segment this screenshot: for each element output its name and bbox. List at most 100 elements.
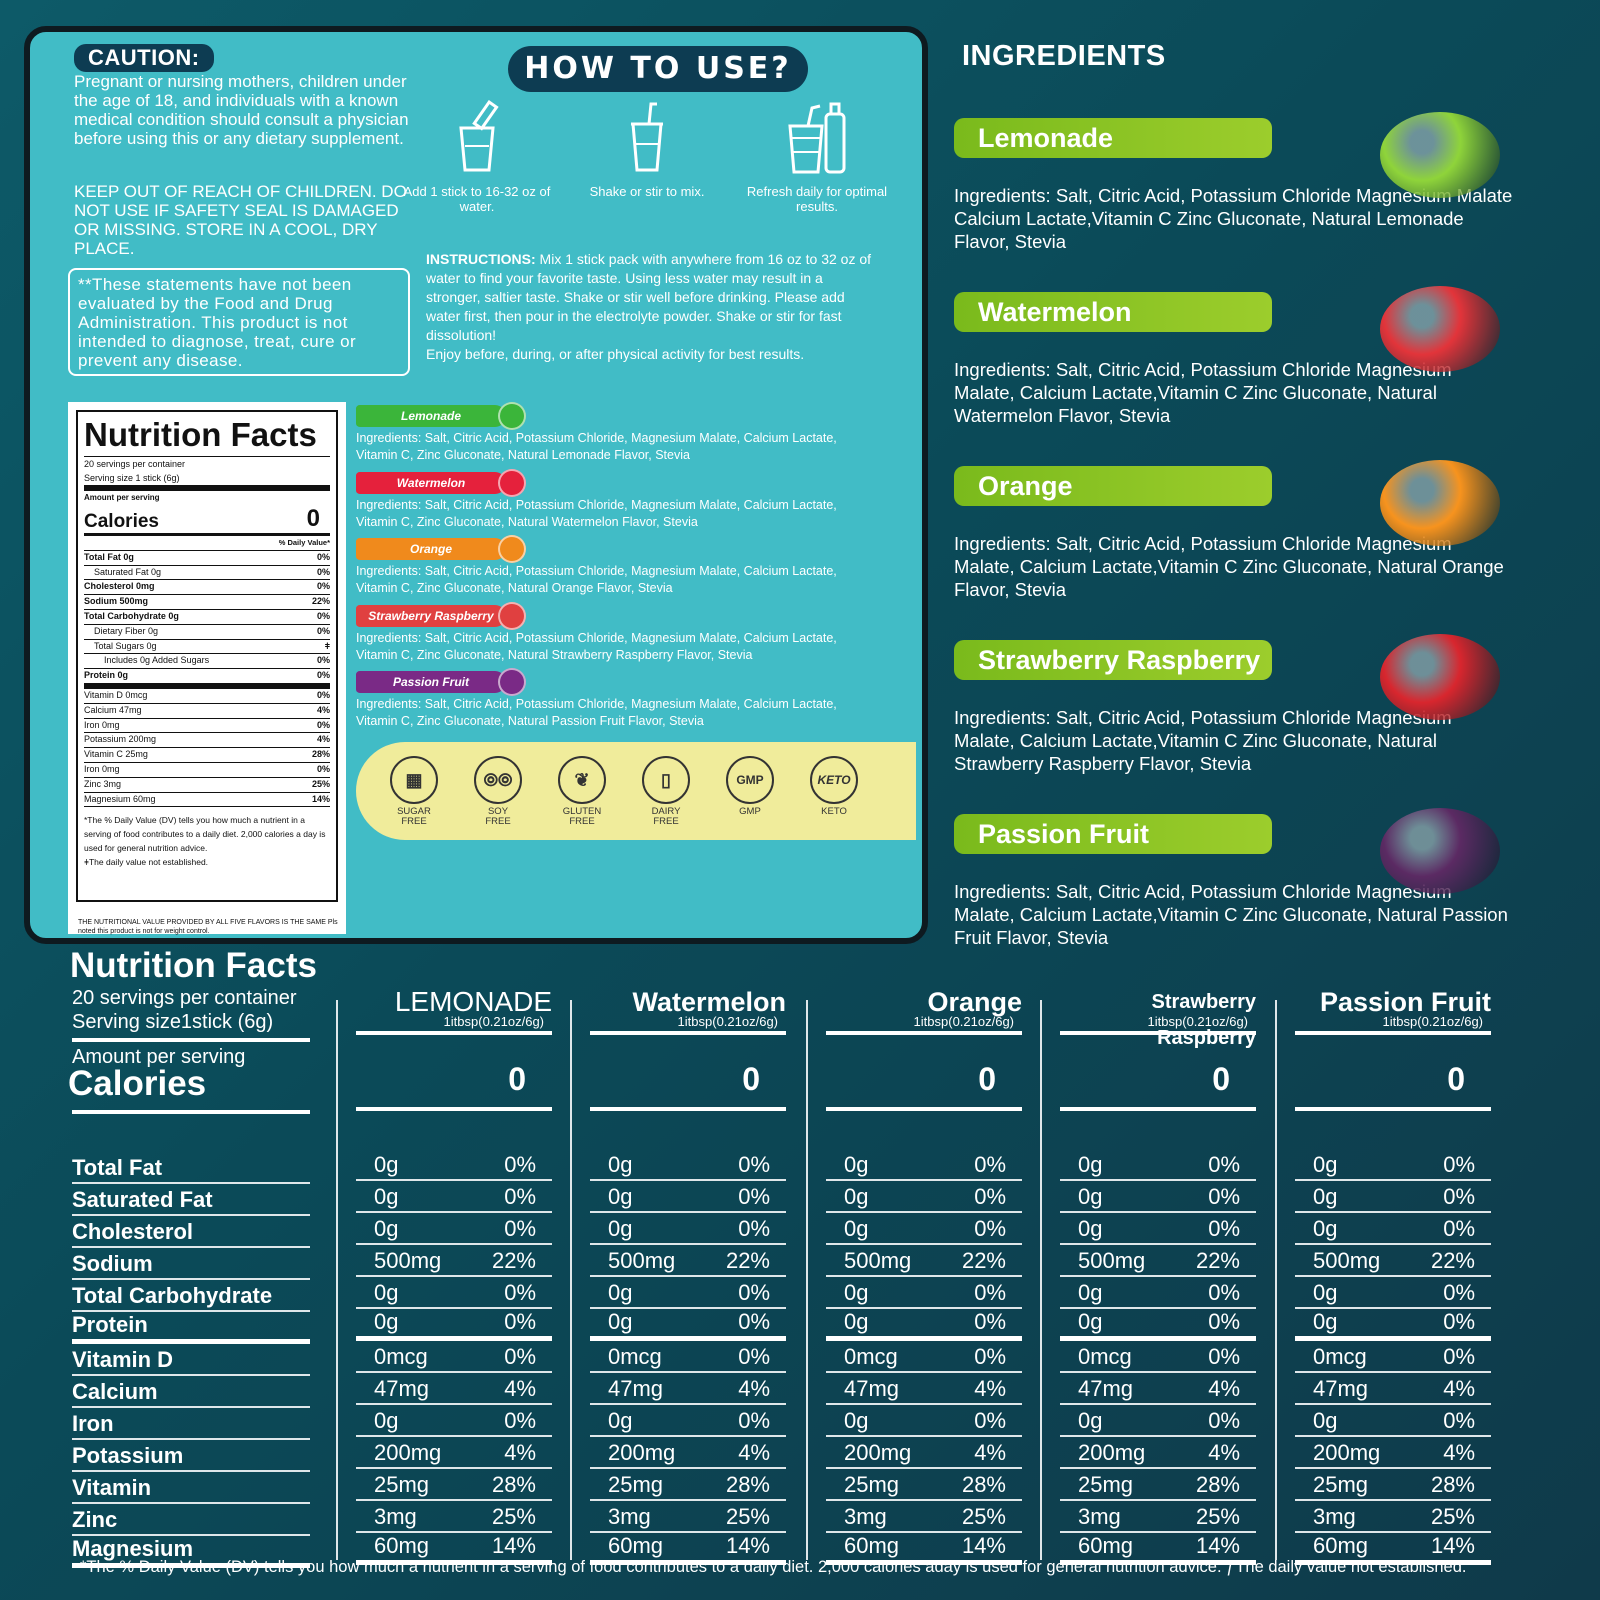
nutrient-amount: 200mg: [608, 1440, 676, 1465]
nutrient-dv: 0%: [1208, 1280, 1240, 1305]
nutrient-amount: 3mg: [1313, 1504, 1356, 1529]
column-rule: [590, 1031, 786, 1035]
flavor-column: Watermelon 1itbsp(0.21oz/6g) 0 0g 0% 0g 0% 0g 0%…: [590, 984, 786, 1565]
nutrition-card-amount: Amount per serving: [84, 493, 160, 502]
nutrition-card-row: Vitamin D 0mcg 0%: [84, 689, 330, 704]
flavor-column: Strawberry Raspberry 1itbsp(0.21oz/6g) 0 0g…: [1060, 984, 1256, 1565]
nutrient-amount: 25mg: [1313, 1472, 1369, 1497]
nutrient-dv: 14%: [491, 1533, 536, 1558]
nutrient-amount: 60mg: [608, 1533, 664, 1558]
instructions-block: INSTRUCTIONS: Mix 1 stick pack with anyw…: [426, 250, 876, 364]
nutrition-card-dv-header: % Daily Value*: [84, 536, 330, 551]
nutrient-dv: 25%: [491, 1504, 536, 1529]
flavor-column-serving: 1itbsp(0.21oz/6g): [677, 1014, 778, 1029]
nutrient-amount: 25mg: [608, 1472, 664, 1497]
nutrient-amount: 0g: [608, 1280, 633, 1305]
nutrient-value-row: 0g 0%: [826, 1149, 1022, 1181]
nutrient-value-row: 3mg 25%: [826, 1501, 1022, 1533]
nutrient-amount: 500mg: [374, 1248, 442, 1273]
nutrient-dv: 0%: [504, 1309, 536, 1334]
nutrition-card-row-label: Cholesterol 0mg: [84, 581, 155, 592]
nutrition-card-row-dv: 4%: [316, 734, 330, 745]
badge-label-2: FREE: [569, 816, 595, 827]
column-rule-calories: [1295, 1107, 1491, 1111]
nutrient-dv: 0%: [1443, 1216, 1475, 1241]
nutrient-dv: 0%: [1208, 1216, 1240, 1241]
nutrient-amount: 0g: [1078, 1216, 1103, 1241]
nutrient-dv: 0%: [974, 1408, 1006, 1433]
nutrient-label: Saturated Fat: [72, 1184, 310, 1216]
nutrient-amount: 25mg: [1078, 1472, 1134, 1497]
nutrition-card-row-dv: 4%: [316, 704, 330, 715]
nutrient-value-row: 60mg 14%: [1295, 1533, 1491, 1565]
nutrient-dv: 4%: [1208, 1376, 1240, 1401]
badge-label: GLUTEN: [562, 806, 602, 817]
nutrient-amount: 3mg: [844, 1504, 887, 1529]
nutrition-card-calories-row: Calories 0: [84, 505, 330, 536]
nutrition-card-title: Nutrition Facts: [84, 416, 330, 457]
nutrient-amount: 0g: [1078, 1152, 1103, 1177]
nutrient-amount: 0g: [1313, 1152, 1338, 1177]
flavor-column-calories: 0: [1447, 1061, 1465, 1097]
nutrient-dv: 0%: [974, 1344, 1006, 1369]
nutrition-card-row-dv: 0%: [316, 581, 330, 592]
ingredient-flavor-text: Ingredients: Salt, Citric Acid, Potassiu…: [954, 185, 1513, 252]
nutrient-value-row: 0g 0%: [1295, 1309, 1491, 1341]
nutrient-dv: 0%: [974, 1280, 1006, 1305]
nutrient-dv: 22%: [961, 1248, 1006, 1273]
nutrient-value-row: 200mg 4%: [356, 1437, 552, 1469]
nutrient-value-row: 0g 0%: [1060, 1149, 1256, 1181]
nutrition-card-row-label: Magnesium 60mg: [84, 793, 156, 804]
nutrition-card-row-label: Zinc 3mg: [84, 778, 122, 789]
nutrient-amount: 0g: [374, 1309, 399, 1334]
nutrient-amount: 0g: [608, 1216, 633, 1241]
flavor-fruit-icon: [498, 402, 526, 430]
nutrient-amount: 0mcg: [1313, 1344, 1367, 1369]
nutrient-amount: 500mg: [844, 1248, 912, 1273]
nutrient-dv: 0%: [1208, 1309, 1240, 1334]
column-divider: [570, 1000, 572, 1560]
nutrient-value-row: 0g 0%: [356, 1277, 552, 1309]
nutrient-dv: 0%: [1443, 1152, 1475, 1177]
nutrient-amount: 0g: [1313, 1184, 1338, 1209]
nutrient-dv: 0%: [1443, 1408, 1475, 1433]
nutrient-value-row: 60mg 14%: [1060, 1533, 1256, 1565]
nutrition-card-row: Total Carbohydrate 0g 0%: [84, 610, 330, 625]
column-rule-calories: [826, 1107, 1022, 1111]
nutrient-amount: 25mg: [374, 1472, 430, 1497]
nutrition-card-row-dv: 0%: [316, 610, 330, 621]
instructions-text: Mix 1 stick pack with anywhere from 16 o…: [426, 251, 872, 343]
flavor-column-name: Strawberry Raspberry: [1151, 991, 1257, 1049]
nutrition-card-row-dv: 0%: [316, 670, 330, 681]
ingredient-flavor-text: Ingredients: Salt, Citric Acid, Potassiu…: [954, 359, 1452, 426]
step-3-text: Refresh daily for optimal results.: [746, 184, 888, 214]
nutrient-value-row: 0g 0%: [590, 1405, 786, 1437]
flavor-band-item: Strawberry Raspberry Ingredients: Salt, C…: [356, 601, 866, 664]
how-to-use-heading: HOW TO USE?: [508, 46, 808, 92]
nutrient-value-row: 0g 0%: [826, 1213, 1022, 1245]
nutrient-amount: 47mg: [1078, 1376, 1134, 1401]
badge-label: SOY: [487, 806, 509, 817]
nutrient-value-row: 0g 0%: [1295, 1181, 1491, 1213]
soybeans-icon: ⦾⦾: [474, 756, 522, 804]
flavor-band-item: Passion Fruit Ingredients: Salt, Citric A…: [356, 668, 866, 730]
fruit-image: [1380, 286, 1500, 372]
nutrient-amount: 200mg: [844, 1440, 912, 1465]
flavor-column-name: Orange: [927, 987, 1022, 1017]
nutrient-dv: 4%: [974, 1376, 1006, 1401]
nutrient-amount: 500mg: [1313, 1248, 1381, 1273]
nutrient-amount: 500mg: [608, 1248, 676, 1273]
nutrient-label: Calcium: [72, 1376, 310, 1408]
nutrient-dv: 4%: [974, 1440, 1006, 1465]
nutrient-dv: 0%: [504, 1408, 536, 1433]
nutrient-amount: 200mg: [1078, 1440, 1146, 1465]
nutrition-card-row: Magnesium 60mg 14%: [84, 793, 330, 808]
nutrient-value-row: 60mg 14%: [356, 1533, 552, 1565]
nutrition-card-row: Vitamin C 25mg 28%: [84, 748, 330, 763]
nutrient-amount: 3mg: [374, 1504, 417, 1529]
nutrient-value-row: 0g 0%: [1060, 1181, 1256, 1213]
nutrition-facts-card: Nutrition Facts 20 servings per containe…: [68, 402, 346, 935]
nutrient-amount: 0g: [1078, 1309, 1103, 1334]
column-rule-calories: [590, 1107, 786, 1111]
nutrient-amount: 0g: [1313, 1216, 1338, 1241]
